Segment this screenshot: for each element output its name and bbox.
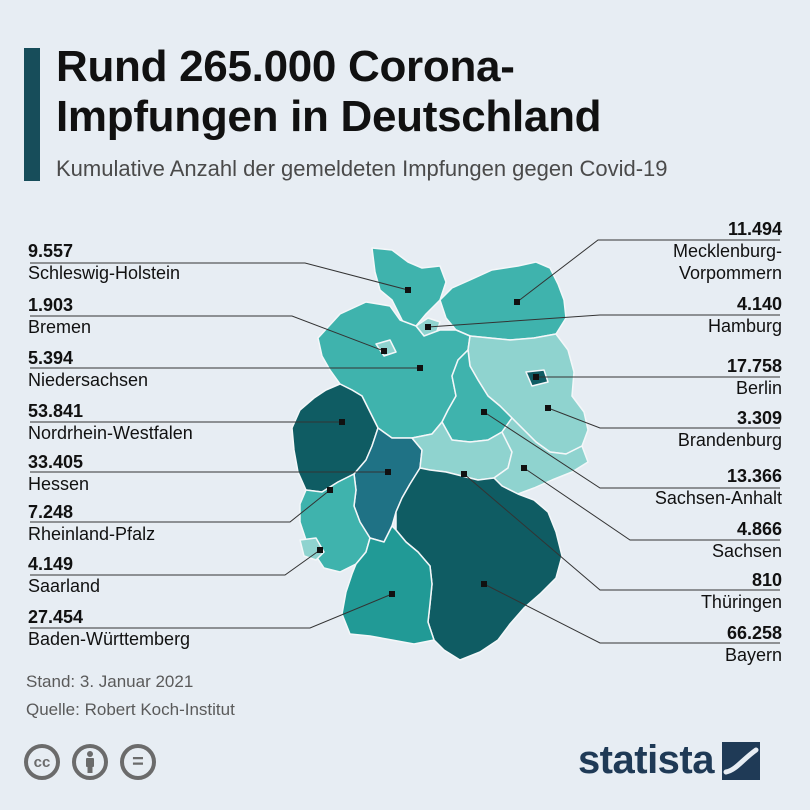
by-person-icon[interactable] [72,744,108,780]
label-value: 7.248 [28,502,74,522]
source-note: Quelle: Robert Koch-Institut [26,700,235,719]
label-saarland: 4.149 Saarland [28,553,100,597]
label-name: Bremen [28,317,92,337]
label-value: 1.903 [28,295,74,315]
leader-line-hamburg [427,314,780,328]
leader-line-schleswig-holstein [30,262,409,291]
label-value: 13.366 [726,466,782,486]
label-name: Berlin [735,378,782,398]
leader-dots [317,287,551,597]
title-line-1: Rund 265.000 Corona- [56,42,515,91]
label-name: Bayern [724,645,782,665]
label-value: 33.405 [28,452,84,472]
statista-wordmark: statista [577,738,715,782]
cc-icon[interactable]: cc [24,744,60,780]
label-name: Niedersachsen [28,370,149,390]
leader-line-sachsen [523,467,780,541]
label-name: Schleswig-Holstein [28,263,181,283]
leader-line-saarland [30,549,321,576]
leader-line-bremen [30,315,385,352]
label-baden-wuerttemberg: 27.454 Baden-Württemberg [28,606,190,650]
label-name-line-2: Vorpommern [678,263,782,283]
nd-icon-glyph: = [132,750,144,773]
label-value: 66.258 [726,623,782,643]
label-value: 3.309 [736,408,782,428]
statista-logo[interactable]: statista [578,738,760,783]
label-sachsen-anhalt: 13.366 Sachsen-Anhalt [655,465,782,509]
statista-logo-mark-icon [722,741,760,780]
label-rheinland-pfalz: 7.248 Rheinland-Pfalz [28,501,155,545]
leader-line-mecklenburg-vorpommern [516,239,780,303]
label-name: Hessen [28,474,90,494]
label-value: 27.454 [28,607,84,627]
label-name: Nordrhein-Westfalen [28,423,193,443]
label-niedersachsen: 5.394 Niedersachsen [28,347,148,391]
label-thueringen: 810 Thüringen [701,569,782,613]
label-value: 4.140 [736,294,782,314]
page-title: Rund 265.000 Corona- Impfungen in Deutsc… [56,42,602,142]
label-name: Sachsen [711,541,782,561]
label-hamburg: 4.140 Hamburg [708,293,782,337]
label-name: Saarland [28,576,101,596]
label-value: 5.394 [28,348,74,368]
label-mecklenburg-vorpommern: 11.494 Mecklenburg- Vorpommern [673,218,782,284]
label-name: Rheinland-Pfalz [28,524,156,544]
region-baden-wuerttemberg[interactable] [341,525,435,645]
label-value: 4.149 [28,554,74,574]
label-brandenburg: 3.309 Brandenburg [678,407,782,451]
label-name: Hamburg [707,316,782,336]
label-nordrhein-westfalen: 53.841 Nordrhein-Westfalen [28,400,193,444]
title-line-2: Impfungen in Deutschland [56,92,602,141]
leader-line-thueringen [463,473,780,591]
label-name: Brandenburg [677,430,782,450]
leader-line-baden-wuerttemberg [30,593,393,629]
label-name: Thüringen [700,592,782,612]
label-name: Baden-Württemberg [28,629,191,649]
label-hessen: 33.405 Hessen [28,451,89,495]
cc-icon-glyph: cc [33,753,51,771]
label-berlin: 17.758 Berlin [727,355,782,399]
stand-note: Stand: 3. Januar 2021 [26,672,194,691]
leader-line-sachsen-anhalt [483,411,780,489]
leader-lines [30,239,780,644]
label-value: 53.841 [28,401,84,421]
label-bremen: 1.903 Bremen [28,294,91,338]
label-value: 17.758 [726,356,782,376]
label-value: 11.494 [727,219,782,239]
leader-line-rheinland-pfalz [30,489,331,523]
label-name: Sachsen-Anhalt [654,488,782,508]
label-value: 4.866 [736,519,782,539]
label-schleswig-holstein: 9.557 Schleswig-Holstein [28,240,180,284]
label-name: Mecklenburg- [672,241,782,261]
label-sachsen: 4.866 Sachsen [712,518,782,562]
subtitle: Kumulative Anzahl der gemeldeten Impfung… [56,156,668,181]
leader-line-brandenburg [547,407,780,429]
leader-line-bayern [483,583,780,644]
label-value: 9.557 [28,241,74,261]
label-value: 810 [751,570,782,590]
person-glyph [86,751,94,773]
region-saarland[interactable] [299,537,325,561]
region-sachsen[interactable] [493,417,589,495]
label-bayern: 66.258 Bayern [725,622,782,666]
region-mecklenburg-vorpommern[interactable] [439,261,567,341]
accent-bar [24,48,40,181]
nd-equals-icon[interactable]: = [120,744,156,780]
